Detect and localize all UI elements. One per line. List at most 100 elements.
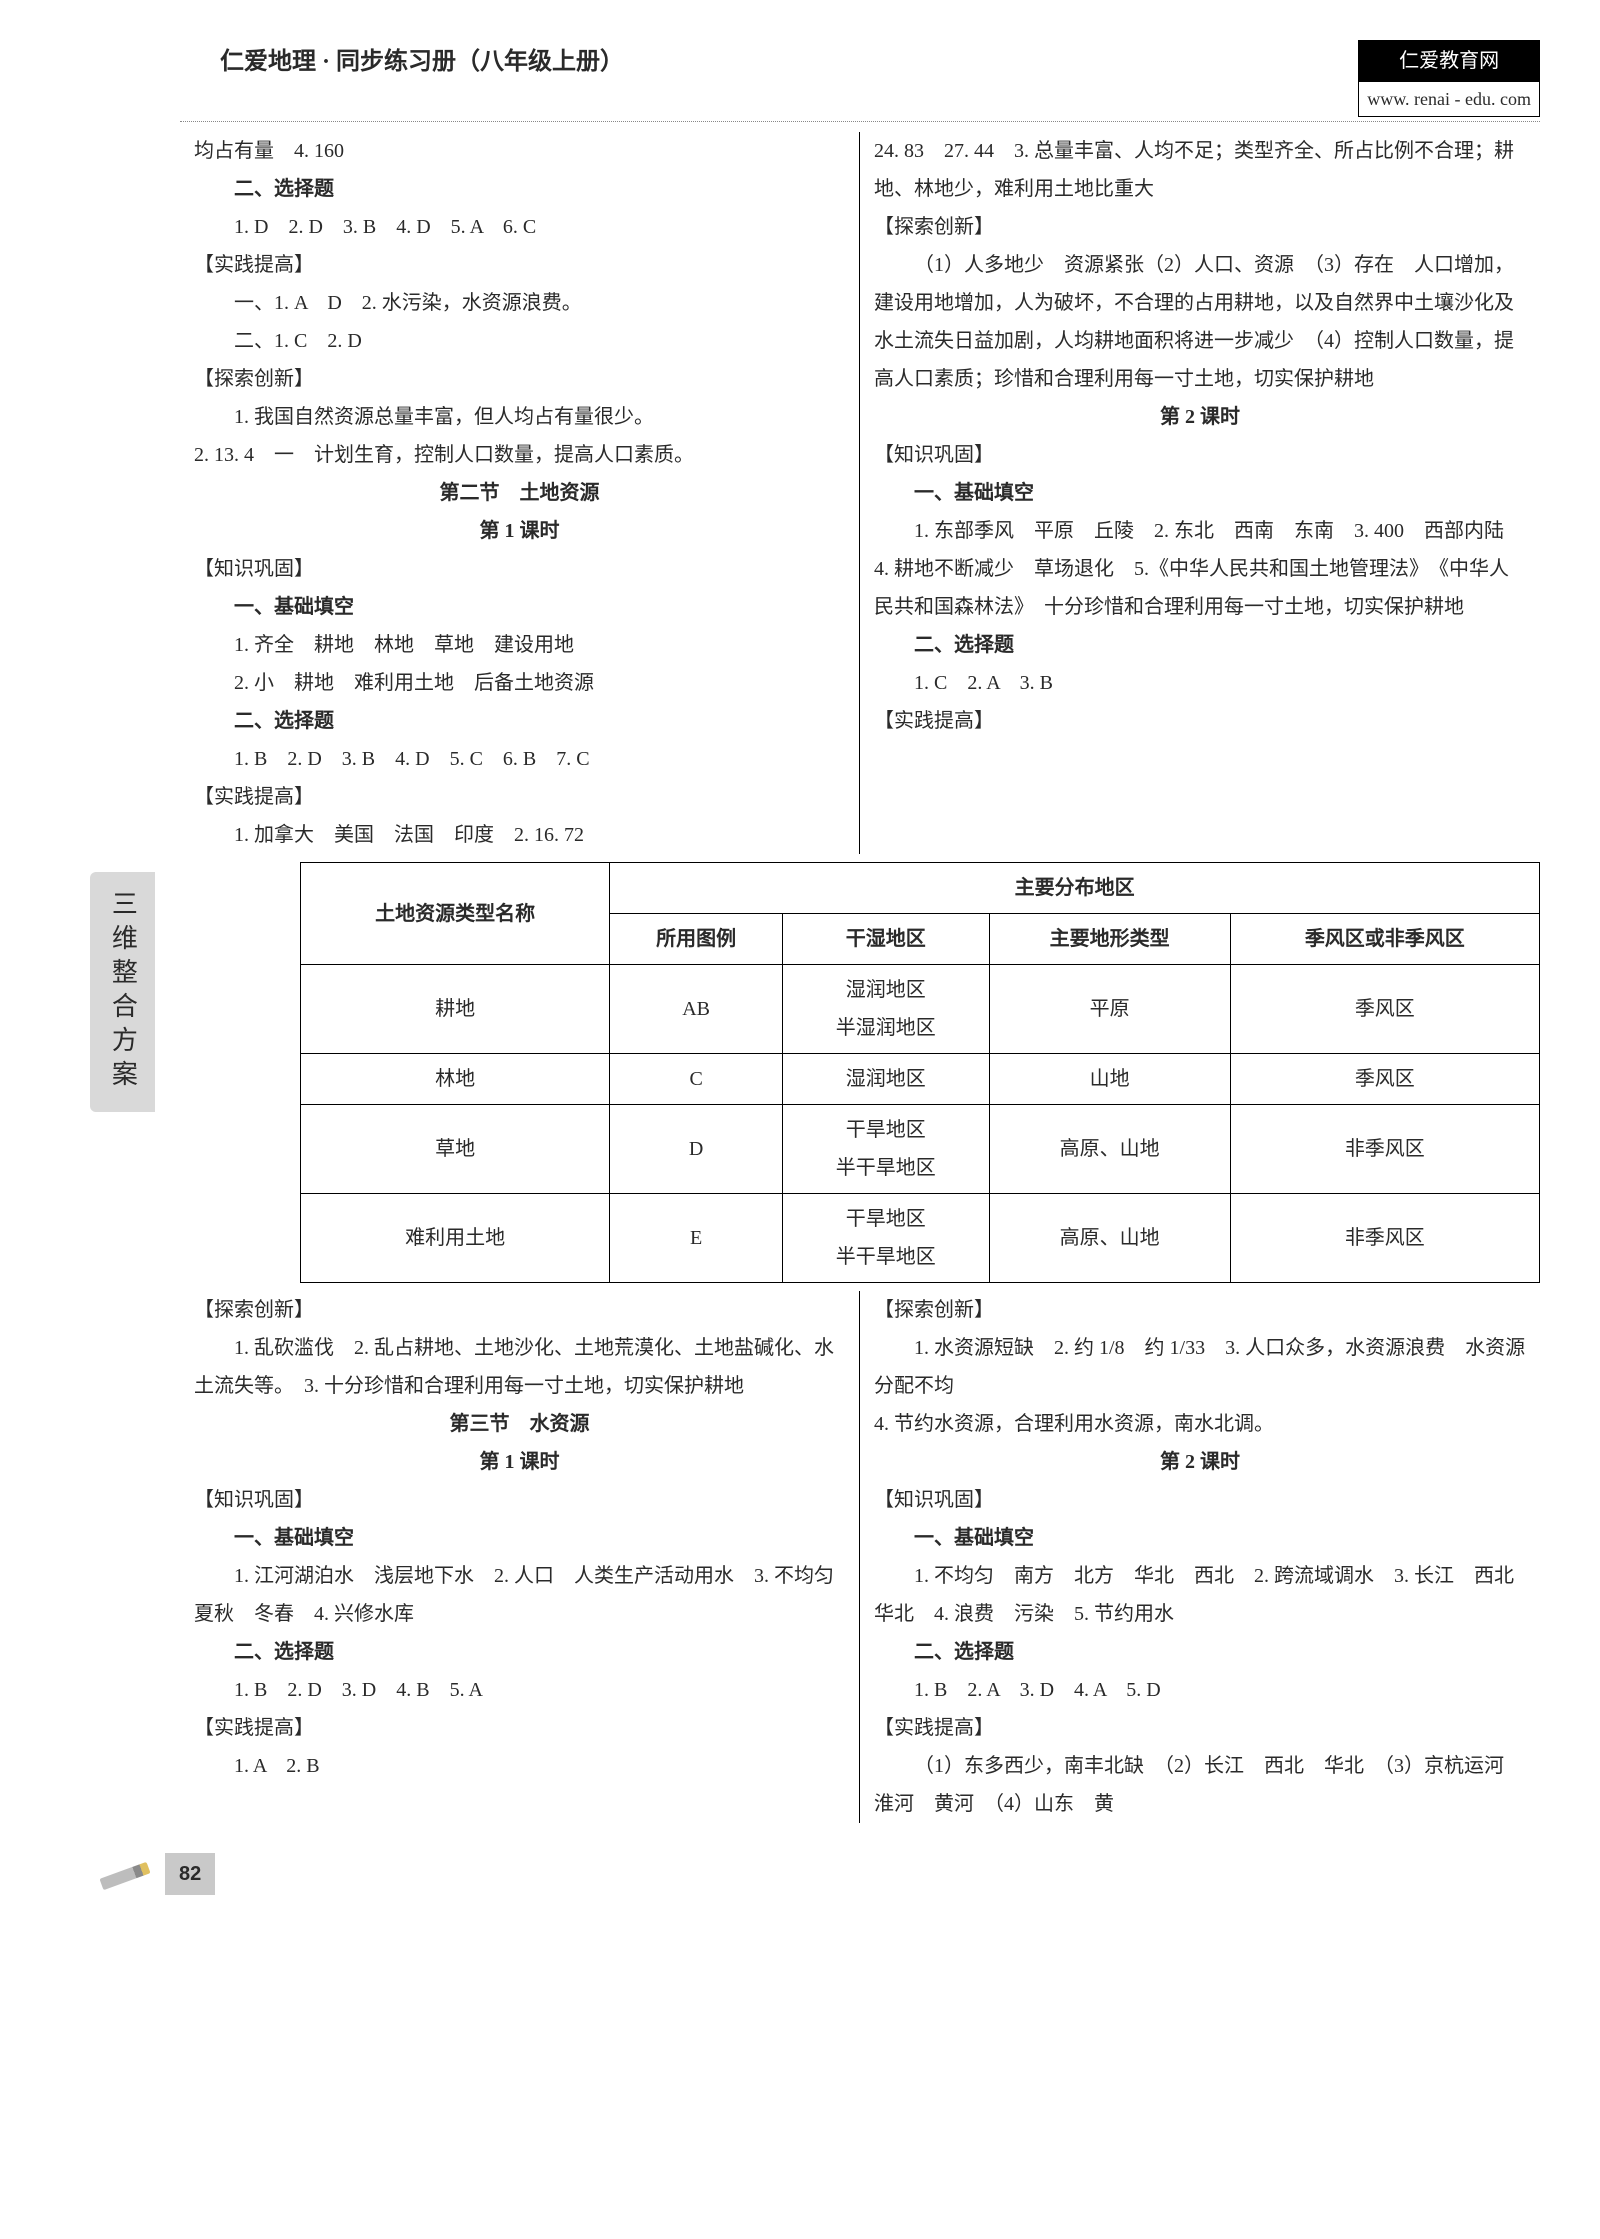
td: 草地 — [301, 1105, 610, 1194]
text: 1. 加拿大 美国 法国 印度 2. 16. 72 — [194, 816, 845, 854]
bracket-heading: 【知识巩固】 — [194, 1481, 845, 1519]
table-row: 难利用土地 E 干旱地区 半干旱地区 高原、山地 非季风区 — [301, 1194, 1540, 1283]
text: 一、1. A D 2. 水污染，水资源浪费。 — [194, 284, 845, 322]
text: 2. 13. 4 一 计划生育，控制人口数量，提高人口素质。 — [194, 436, 845, 474]
text: 1. 我国自然资源总量丰富，但人均占有量很少。 — [194, 398, 845, 436]
text: （1）东多西少，南丰北缺 （2）长江 西北 华北 （3）京杭运河 淮河 黄河 （… — [874, 1747, 1526, 1823]
text: 均占有量 4. 160 — [194, 132, 845, 170]
section-title: 第三节 水资源 — [194, 1405, 845, 1443]
heading: 二、选择题 — [874, 1633, 1526, 1671]
lesson-title: 第 1 课时 — [194, 1443, 845, 1481]
bracket-heading: 【探索创新】 — [194, 1291, 845, 1329]
col-right-lower: 【探索创新】 1. 水资源短缺 2. 约 1/8 约 1/33 3. 人口众多，… — [860, 1291, 1540, 1823]
text: 2. 小 耕地 难利用土地 后备土地资源 — [194, 664, 845, 702]
td: 干旱地区 半干旱地区 — [782, 1105, 989, 1194]
td: 湿润地区 半湿润地区 — [782, 965, 989, 1054]
text: 1. B 2. D 3. D 4. B 5. A — [194, 1671, 845, 1709]
pencil-icon — [99, 1861, 150, 1889]
th-landform: 主要地形类型 — [989, 914, 1230, 965]
page-body: 三维整合方案 均占有量 4. 160 二、选择题 1. D 2. D 3. B … — [80, 132, 1540, 1823]
bracket-heading: 【实践提高】 — [874, 1709, 1526, 1747]
heading: 一、基础填空 — [874, 1519, 1526, 1557]
text: 1. A 2. B — [194, 1747, 845, 1785]
upper-columns: 均占有量 4. 160 二、选择题 1. D 2. D 3. B 4. D 5.… — [180, 132, 1540, 854]
td: 耕地 — [301, 965, 610, 1054]
site-url: www. renai - edu. com — [1358, 82, 1540, 117]
td: 湿润地区 — [782, 1054, 989, 1105]
col-left-upper: 均占有量 4. 160 二、选择题 1. D 2. D 3. B 4. D 5.… — [180, 132, 860, 854]
lesson-title: 第 1 课时 — [194, 512, 845, 550]
td: 难利用土地 — [301, 1194, 610, 1283]
heading: 一、基础填空 — [194, 1519, 845, 1557]
bracket-heading: 【实践提高】 — [194, 246, 845, 284]
col-right-upper: 24. 83 27. 44 3. 总量丰富、人均不足；类型齐全、所占比例不合理；… — [860, 132, 1540, 854]
heading: 一、基础填空 — [874, 474, 1526, 512]
site-name: 仁爱教育网 — [1358, 40, 1540, 82]
table-row: 林地 C 湿润地区 山地 季风区 — [301, 1054, 1540, 1105]
bracket-heading: 【探索创新】 — [874, 208, 1526, 246]
td: 山地 — [989, 1054, 1230, 1105]
text: 1. B 2. D 3. B 4. D 5. C 6. B 7. C — [194, 740, 845, 778]
text: 4. 节约水资源，合理利用水资源，南水北调。 — [874, 1405, 1526, 1443]
td: D — [610, 1105, 783, 1194]
th-main: 主要分布地区 — [610, 863, 1540, 914]
side-column: 三维整合方案 — [80, 132, 180, 1823]
section-title: 第二节 土地资源 — [194, 474, 845, 512]
bracket-heading: 【探索创新】 — [194, 360, 845, 398]
text: 24. 83 27. 44 3. 总量丰富、人均不足；类型齐全、所占比例不合理；… — [874, 132, 1526, 208]
table-header-row: 土地资源类型名称 主要分布地区 — [301, 863, 1540, 914]
text: 1. 水资源短缺 2. 约 1/8 约 1/33 3. 人口众多，水资源浪费 水… — [874, 1329, 1526, 1405]
text: 1. 乱砍滥伐 2. 乱占耕地、土地沙化、土地荒漠化、土地盐碱化、水土流失等。 … — [194, 1329, 845, 1405]
td: 高原、山地 — [989, 1105, 1230, 1194]
td: E — [610, 1194, 783, 1283]
text: 1. C 2. A 3. B — [874, 664, 1526, 702]
side-tab: 三维整合方案 — [90, 872, 155, 1112]
td: 林地 — [301, 1054, 610, 1105]
table-row: 草地 D 干旱地区 半干旱地区 高原、山地 非季风区 — [301, 1105, 1540, 1194]
text: 1. 不均匀 南方 北方 华北 西北 2. 跨流域调水 3. 长江 西北 华北 … — [874, 1557, 1526, 1633]
heading: 二、选择题 — [194, 170, 845, 208]
td: 季风区 — [1230, 1054, 1539, 1105]
page-number: 82 — [165, 1853, 215, 1895]
lesson-title: 第 2 课时 — [874, 1443, 1526, 1481]
td: 平原 — [989, 965, 1230, 1054]
content: 均占有量 4. 160 二、选择题 1. D 2. D 3. B 4. D 5.… — [180, 132, 1540, 1823]
bracket-heading: 【知识巩固】 — [874, 436, 1526, 474]
heading: 一、基础填空 — [194, 588, 845, 626]
land-resource-table: 土地资源类型名称 主要分布地区 所用图例 干湿地区 主要地形类型 季风区或非季风… — [300, 862, 1540, 1283]
bracket-heading: 【实践提高】 — [874, 702, 1526, 740]
text: 二、1. C 2. D — [194, 322, 845, 360]
text: 1. B 2. A 3. D 4. A 5. D — [874, 1671, 1526, 1709]
lower-columns: 【探索创新】 1. 乱砍滥伐 2. 乱占耕地、土地沙化、土地荒漠化、土地盐碱化、… — [180, 1291, 1540, 1823]
page-header: 仁爱地理 · 同步练习册（八年级上册） 仁爱教育网 www. renai - e… — [180, 40, 1540, 122]
td: 干旱地区 半干旱地区 — [782, 1194, 989, 1283]
book-title: 仁爱地理 · 同步练习册（八年级上册） — [220, 40, 624, 86]
bracket-heading: 【实践提高】 — [194, 1709, 845, 1747]
td: 非季风区 — [1230, 1105, 1539, 1194]
table-row: 耕地 AB 湿润地区 半湿润地区 平原 季风区 — [301, 965, 1540, 1054]
text: 1. 齐全 耕地 林地 草地 建设用地 — [194, 626, 845, 664]
text: （1）人多地少 资源紧张（2）人口、资源 （3）存在 人口增加，建设用地增加，人… — [874, 246, 1526, 398]
page-footer: 82 — [100, 1853, 1540, 1895]
text: 1. 东部季风 平原 丘陵 2. 东北 西南 东南 3. 400 西部内陆 4.… — [874, 512, 1526, 626]
bracket-heading: 【实践提高】 — [194, 778, 845, 816]
bracket-heading: 【知识巩固】 — [194, 550, 845, 588]
th-type: 土地资源类型名称 — [301, 863, 610, 965]
text: 1. 江河湖泊水 浅层地下水 2. 人口 人类生产活动用水 3. 不均匀 夏秋 … — [194, 1557, 845, 1633]
heading: 二、选择题 — [874, 626, 1526, 664]
col-left-lower: 【探索创新】 1. 乱砍滥伐 2. 乱占耕地、土地沙化、土地荒漠化、土地盐碱化、… — [180, 1291, 860, 1823]
td: AB — [610, 965, 783, 1054]
th-legend: 所用图例 — [610, 914, 783, 965]
bracket-heading: 【探索创新】 — [874, 1291, 1526, 1329]
td: 非季风区 — [1230, 1194, 1539, 1283]
text: 1. D 2. D 3. B 4. D 5. A 6. C — [194, 208, 845, 246]
td: 季风区 — [1230, 965, 1539, 1054]
heading: 二、选择题 — [194, 702, 845, 740]
td: 高原、山地 — [989, 1194, 1230, 1283]
bracket-heading: 【知识巩固】 — [874, 1481, 1526, 1519]
heading: 二、选择题 — [194, 1633, 845, 1671]
th-monsoon: 季风区或非季风区 — [1230, 914, 1539, 965]
lesson-title: 第 2 课时 — [874, 398, 1526, 436]
td: C — [610, 1054, 783, 1105]
site-badge: 仁爱教育网 www. renai - edu. com — [1358, 40, 1540, 117]
